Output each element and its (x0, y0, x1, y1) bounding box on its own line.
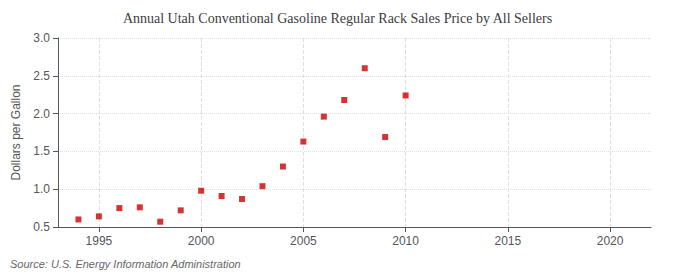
svg-text:2005: 2005 (290, 234, 317, 248)
svg-text:2015: 2015 (495, 234, 522, 248)
svg-text:1995: 1995 (86, 234, 113, 248)
svg-text:0.5: 0.5 (33, 220, 50, 234)
svg-text:2000: 2000 (188, 234, 215, 248)
svg-text:2010: 2010 (392, 234, 419, 248)
svg-text:Dollars per Gallon: Dollars per Gallon (9, 84, 23, 180)
svg-text:1.0: 1.0 (33, 182, 50, 196)
svg-text:Source: U.S. Energy Informatio: Source: U.S. Energy Information Administ… (10, 258, 241, 270)
svg-text:2020: 2020 (597, 234, 624, 248)
svg-text:Annual Utah Conventional Gasol: Annual Utah Conventional Gasoline Regula… (123, 11, 552, 26)
svg-text:3.0: 3.0 (33, 31, 50, 45)
svg-text:1.5: 1.5 (33, 144, 50, 158)
svg-text:2.5: 2.5 (33, 69, 50, 83)
svg-text:2.0: 2.0 (33, 107, 50, 121)
